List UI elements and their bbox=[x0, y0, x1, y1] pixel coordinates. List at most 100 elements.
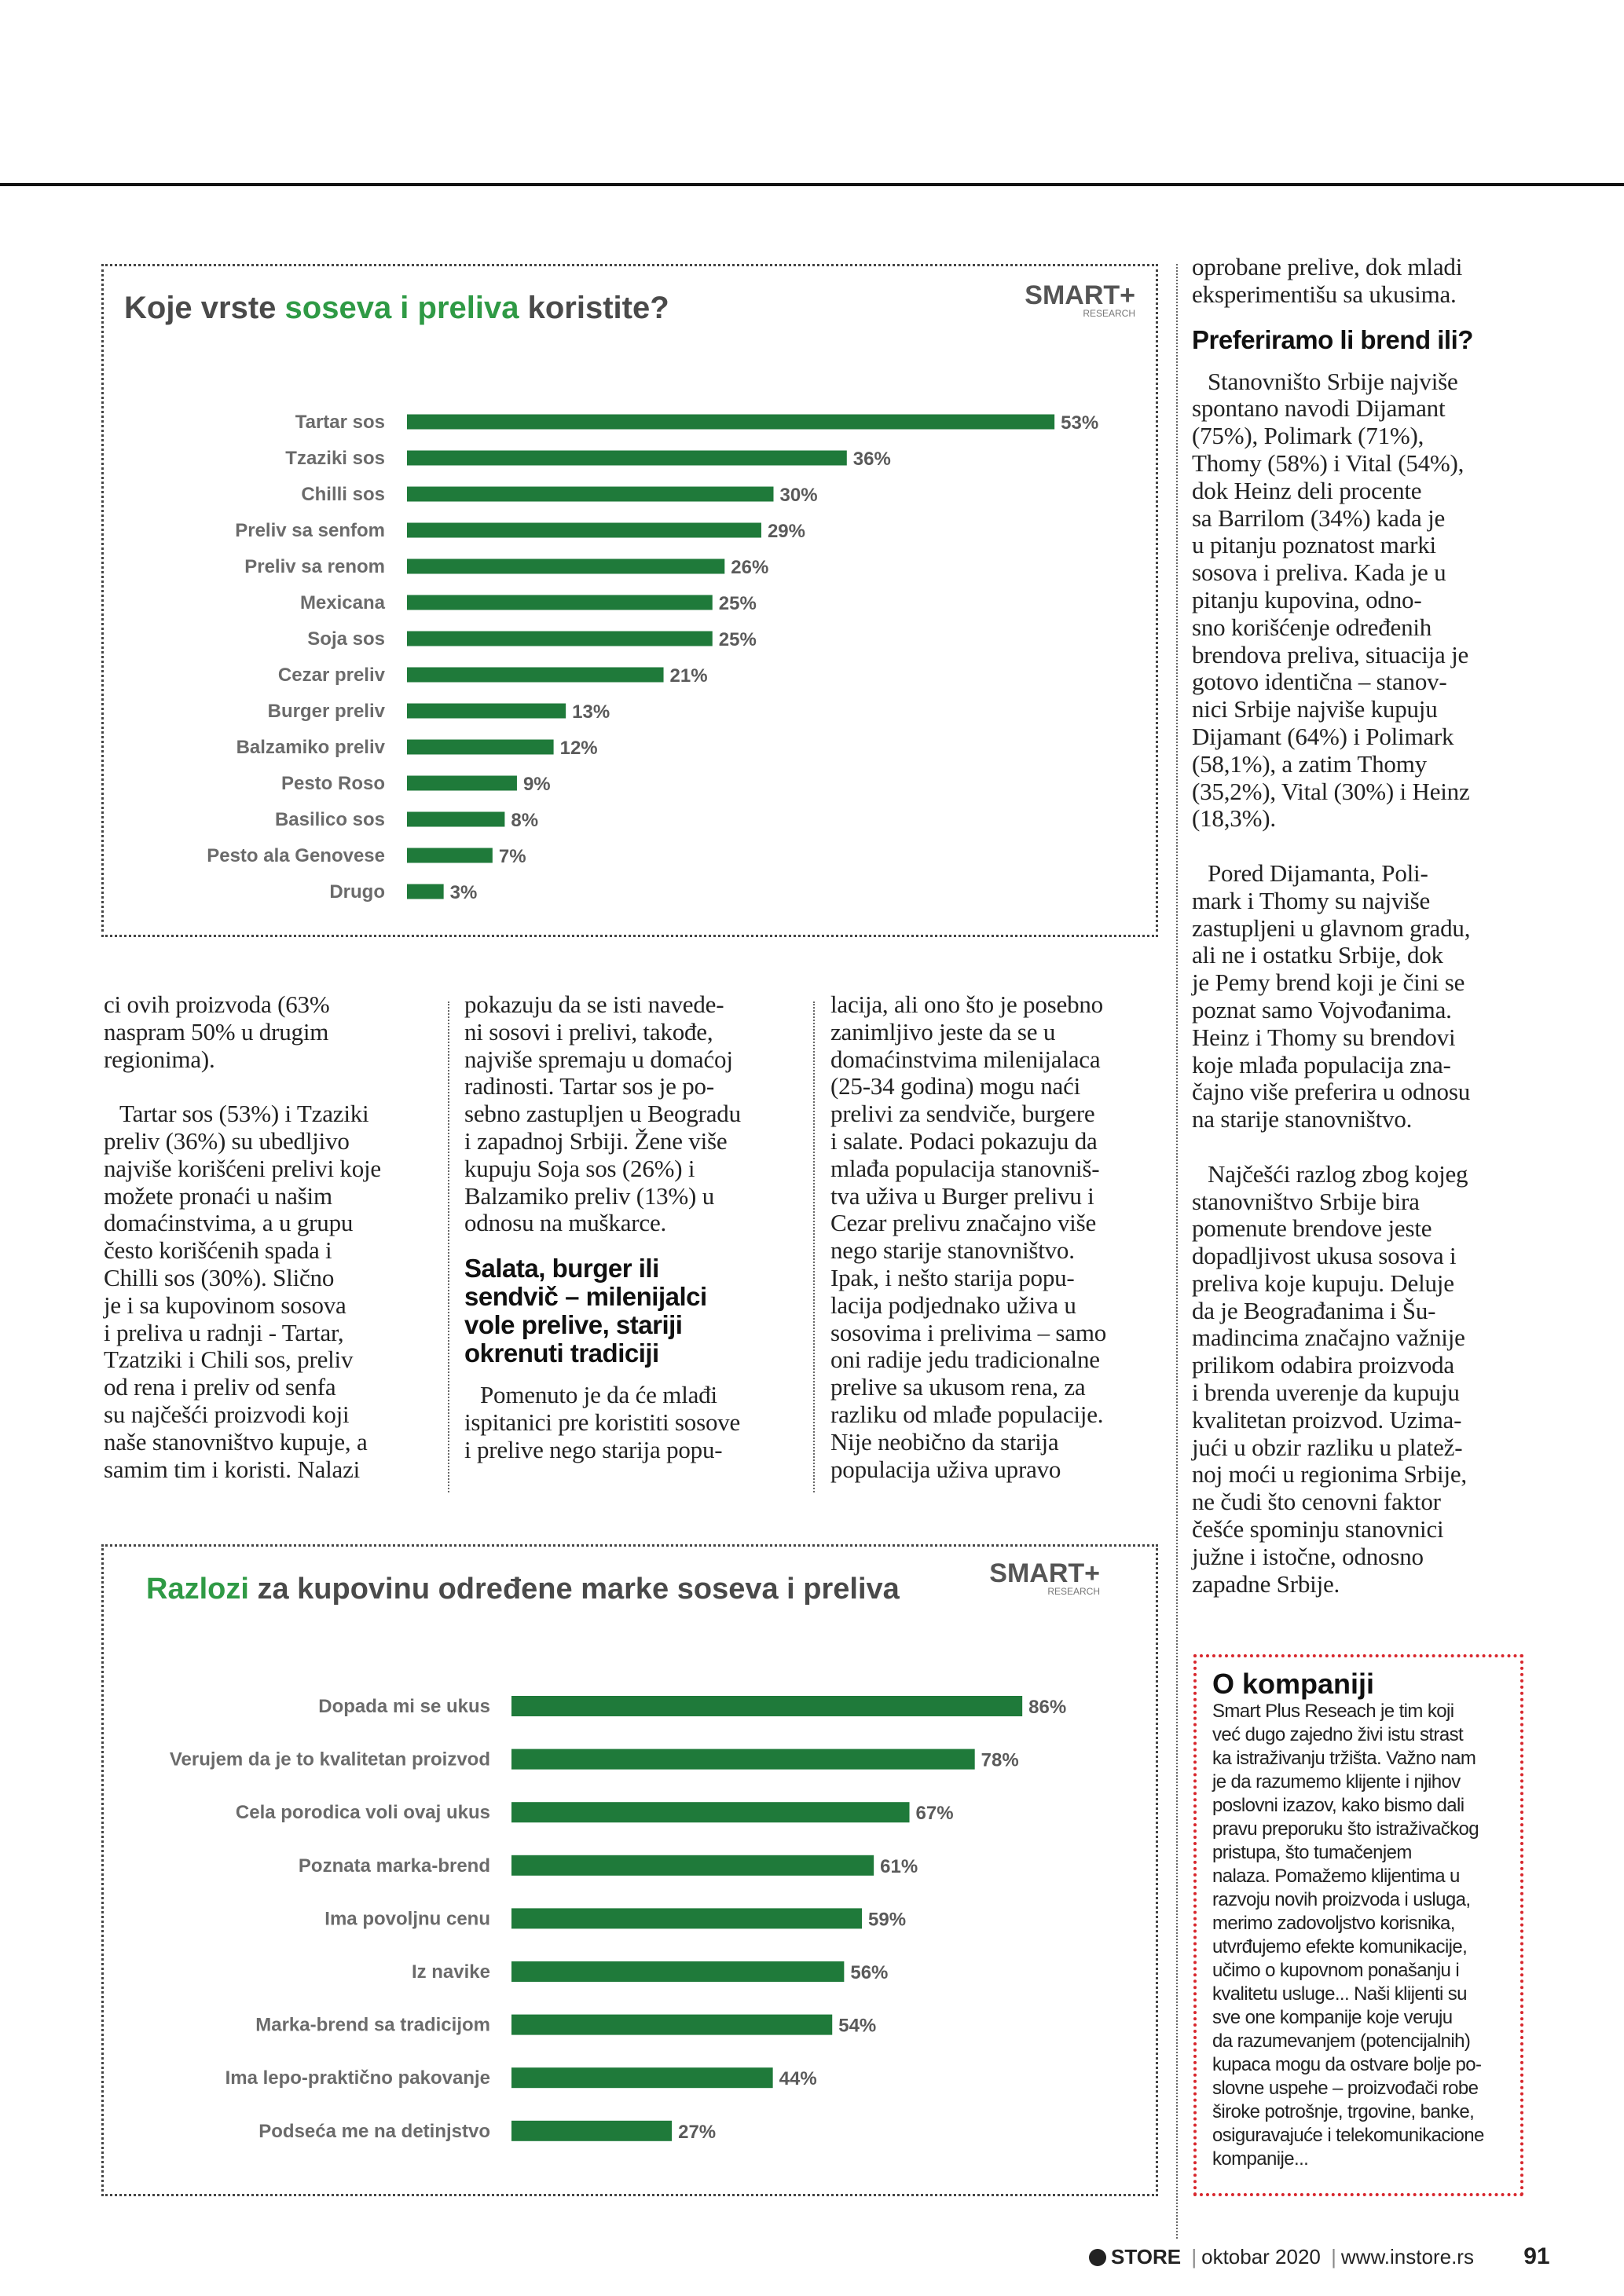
text-line: sosova i preliva. Kada je u bbox=[1192, 558, 1446, 587]
column-separator bbox=[813, 1002, 815, 1492]
text-line: i preliva u radnji - Tartar, bbox=[104, 1318, 344, 1346]
logo-sub: RESEARCH bbox=[1047, 1586, 1100, 1597]
text-line: najviše spremaju u domaćoj bbox=[464, 1045, 733, 1073]
text-line: češće spominju stanovnici bbox=[1192, 1515, 1444, 1543]
category-label: Soja sos bbox=[307, 628, 385, 650]
logo: SMART+ bbox=[989, 1558, 1100, 1588]
brand-icon bbox=[1089, 2249, 1106, 2266]
text-line: čajno više preferira u odnosu bbox=[1192, 1078, 1471, 1106]
column-separator bbox=[448, 1002, 449, 1492]
text-line: naše stanovništvo kupuje, a bbox=[104, 1427, 368, 1456]
text-line: nalaza. Pomažemo klijentima u bbox=[1212, 1866, 1460, 1887]
category-label: Tartar sos bbox=[295, 412, 385, 433]
heading-line: Salata, burger ili bbox=[464, 1254, 659, 1283]
value-label: 21% bbox=[670, 665, 708, 687]
top-rule bbox=[0, 183, 1624, 186]
text-line: osiguravajuće i telekomunikacione bbox=[1212, 2125, 1484, 2146]
text-line: slovne uspehe – proizvođači robe bbox=[1212, 2078, 1479, 2099]
text-line: Dijamant (64%) i Polimark bbox=[1192, 722, 1454, 750]
title-part: soseva i preliva bbox=[285, 291, 520, 325]
text-line: koje mlađa populacija zna- bbox=[1192, 1050, 1451, 1078]
text-line: ni sosovi i prelivi, takođe, bbox=[464, 1017, 713, 1045]
text-line: Cezar prelivu značajno više bbox=[830, 1209, 1097, 1237]
footer: STORE | oktobar 2020 | www.instore.rs 91 bbox=[1089, 2243, 1550, 2270]
text-line: Thomy (58%) i Vital (54%), bbox=[1192, 449, 1465, 477]
text-line: (35,2%), Vital (30%) i Heinz bbox=[1192, 777, 1470, 805]
text-line: Stanovništo Srbije najviše bbox=[1208, 367, 1458, 395]
text-line: Tzatziki i Chili sos, preliv bbox=[104, 1346, 354, 1374]
category-label: Balzamiko preliv bbox=[236, 737, 386, 758]
text-column: pokazuju da se isti navede-ni sosovi i p… bbox=[464, 991, 741, 1464]
text-line: zanimljivo jeste da se u bbox=[830, 1017, 1056, 1045]
text-line: i salate. Podaci pokazuju da bbox=[830, 1126, 1098, 1155]
logo-sub: RESEARCH bbox=[1083, 308, 1135, 319]
value-label: 78% bbox=[981, 1750, 1019, 1771]
text-line: od rena i preliv od senfa bbox=[104, 1373, 336, 1401]
text-line: kupuju Soja sos (26%) i bbox=[464, 1154, 695, 1182]
divider: | bbox=[1331, 2245, 1336, 2269]
text-line: sosovima i prelivima – samo bbox=[830, 1318, 1107, 1346]
text-line: da je Beograđanima i Šu- bbox=[1192, 1296, 1436, 1324]
text-column: oprobane prelive, dok mladi eksperimentiš… bbox=[1192, 253, 1473, 1598]
text-line: oni radije jedu tradicionalne bbox=[830, 1346, 1100, 1374]
bar bbox=[407, 558, 725, 574]
text-line: nego starije stanovništvo. bbox=[830, 1236, 1075, 1265]
text-line: spontano navodi Dijamant bbox=[1192, 394, 1446, 423]
text-line: možete pronaći u našim bbox=[104, 1181, 332, 1210]
text-line: ispitanici pre koristiti sosove bbox=[464, 1408, 741, 1436]
category-label: Drugo bbox=[329, 881, 385, 903]
heading-line: vole prelive, stariji bbox=[464, 1310, 683, 1340]
text-line: jući u obzir razliku u platež- bbox=[1192, 1433, 1463, 1461]
page-number: 91 bbox=[1523, 2243, 1550, 2269]
text-line: tva uživa u Burger prelivu i bbox=[830, 1181, 1094, 1210]
text-line: mlađa populacija stanovniš- bbox=[830, 1154, 1100, 1182]
text-line: preliv (36%) su ubedljivo bbox=[104, 1126, 350, 1155]
text-line: sno korišćenje određenih bbox=[1192, 613, 1432, 641]
category-label: Ima lepo-praktično pakovanje bbox=[225, 2067, 490, 2089]
text-line: Heinz i Thomy su brendovi bbox=[1192, 1023, 1456, 1051]
text-line: populacija uživa upravo bbox=[830, 1455, 1061, 1483]
text-line: je Pemy brend koji je čini se bbox=[1192, 969, 1465, 997]
value-label: 61% bbox=[880, 1856, 918, 1877]
text-line: učimo o kupovnom ponašanju i bbox=[1212, 1960, 1460, 1981]
category-label: Pesto ala Genovese bbox=[207, 845, 385, 866]
logo: SMART+ bbox=[1025, 280, 1135, 310]
chart: Razlozi za kupovinu određene marke sosev… bbox=[146, 1558, 1100, 2143]
footer-issue: oktobar 2020 bbox=[1201, 2245, 1321, 2269]
bar bbox=[511, 2014, 833, 2035]
paragraph: ci ovih proizvoda (63% naspram 50% u drug… bbox=[104, 991, 381, 1073]
paragraph: Pored Dijamanta, Poli-mark i Thomy su na… bbox=[1192, 859, 1473, 1133]
text-line: odnosu na muškarce. bbox=[464, 1209, 667, 1237]
text-line: zastupljeni u glavnom gradu, bbox=[1192, 914, 1471, 942]
text-line: ci ovih proizvoda (63% bbox=[104, 991, 330, 1018]
text-line: (18,3%). bbox=[1192, 804, 1276, 833]
text-line: pokazuju da se isti navede- bbox=[464, 991, 724, 1018]
text-line: madincima značajno važnije bbox=[1192, 1324, 1465, 1352]
text-line: ali ne i ostatku Srbije, dok bbox=[1192, 941, 1443, 969]
category-label: Dopada mi se ukus bbox=[318, 1696, 490, 1717]
category-label: Burger preliv bbox=[268, 701, 386, 722]
text-line: poslovni izazov, kako bismo dali bbox=[1212, 1795, 1465, 1816]
text-line: Pomenuto je da će mlađi bbox=[480, 1381, 717, 1409]
text-line: poznat samo Vojvođanima. bbox=[1192, 995, 1452, 1023]
category-label: Poznata marka-brend bbox=[299, 1855, 490, 1877]
text-line: gotovo identična – stanov- bbox=[1192, 668, 1447, 696]
text-line: brendova preliva, situacija je bbox=[1192, 640, 1469, 668]
chart: Koje vrste soseva i preliva koristite? SM… bbox=[124, 280, 1135, 903]
text-line: regionima). bbox=[104, 1045, 215, 1073]
text-line: merimo zadovoljstvo korisnika, bbox=[1212, 1913, 1455, 1934]
paragraph: Stanovništo Srbije najviše spontano navod… bbox=[1192, 368, 1473, 833]
bar bbox=[407, 450, 847, 466]
text-line: prelivi za sendviče, burgere bbox=[830, 1100, 1095, 1128]
text-line: samim tim i koristi. Nalazi bbox=[104, 1455, 361, 1483]
text-line: Tartar sos (53%) i Tzaziki bbox=[119, 1100, 369, 1128]
title-part: Razlozi bbox=[146, 1573, 249, 1606]
heading: Salata, burger ili sendvič – milenijalci v… bbox=[464, 1254, 741, 1368]
text-line: nici Srbije najviše kupuju bbox=[1192, 695, 1438, 723]
text-column: lacija, ali ono što je posebno zanimljivo… bbox=[830, 991, 1106, 1483]
text-line: ka istraživanju tržišta. Važno nam bbox=[1212, 1748, 1476, 1769]
bar bbox=[511, 1802, 910, 1823]
value-label: 59% bbox=[868, 1909, 906, 1930]
value-label: 3% bbox=[450, 882, 478, 903]
